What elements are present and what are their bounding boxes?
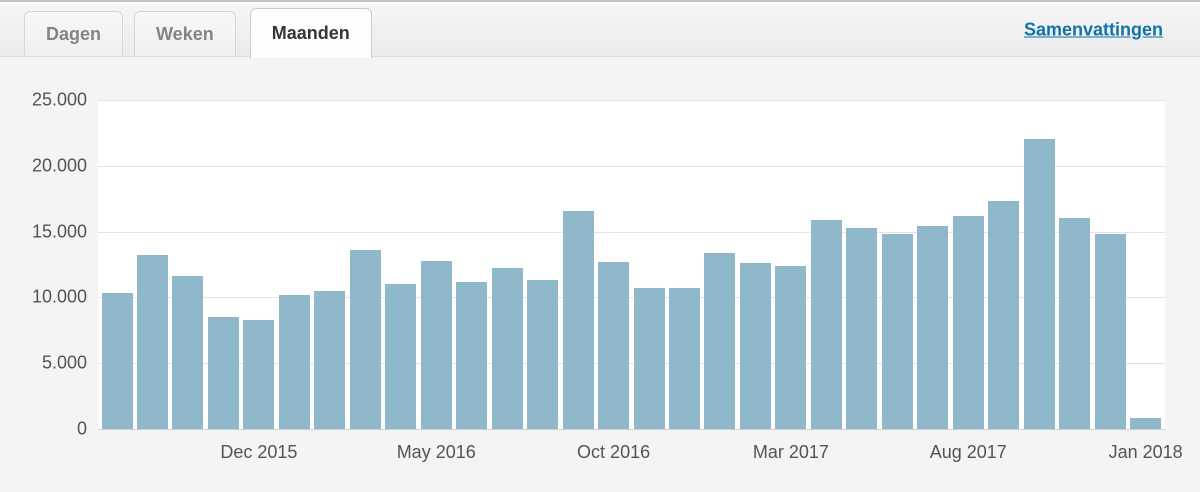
chart-bar[interactable] (988, 201, 1020, 429)
chart-bar[interactable] (810, 219, 842, 429)
chart-bar[interactable] (456, 281, 488, 429)
chart-bar[interactable] (952, 215, 984, 429)
bar-chart: 25.000 20.000 15.000 10.000 5.000 0 Dec 2015 Ma… (0, 57, 1200, 492)
gridline (98, 165, 1165, 167)
y-axis-tick-label: 15.000 (31, 221, 87, 242)
tab-group: Dagen Weken Maanden (0, 4, 1200, 58)
summaries-link[interactable]: Samenvattingen (1023, 19, 1163, 40)
x-axis-tick-label: Dec 2015 (220, 442, 298, 462)
chart-bar[interactable] (846, 227, 878, 429)
chart-bar[interactable] (278, 294, 310, 429)
chart-bar[interactable] (136, 255, 168, 429)
y-axis-tick-label: 10.000 (31, 286, 87, 307)
x-axis-tick-label: May 2016 (396, 442, 476, 462)
x-axis-tick-label: Jan 2018 (1108, 442, 1183, 462)
chart-bar[interactable] (1094, 234, 1126, 429)
chart-bar[interactable] (881, 234, 913, 429)
y-axis-tick-label: 5.000 (41, 352, 87, 373)
gridline (98, 297, 1165, 299)
y-axis-tick-label: 25.000 (31, 89, 87, 110)
chart-bar[interactable] (385, 284, 417, 429)
y-axis-tick-label: 0 (76, 418, 87, 439)
gridline (98, 231, 1165, 233)
chart-bar[interactable] (172, 276, 204, 429)
module-top-edge (0, 0, 1200, 4)
chart-bar[interactable] (1059, 218, 1091, 429)
chart-bar[interactable] (207, 317, 239, 429)
chart-bar[interactable] (101, 293, 133, 429)
chart-bar[interactable] (1130, 418, 1162, 429)
x-axis-tick-label: Oct 2016 (577, 442, 651, 462)
chart-bar[interactable] (1023, 139, 1055, 429)
gridline (98, 100, 1165, 101)
tab-dagen[interactable]: Dagen (24, 11, 124, 56)
chart-bar[interactable] (917, 226, 949, 429)
tab-weken[interactable]: Weken (134, 11, 236, 56)
chart-bar[interactable] (420, 260, 452, 429)
chart-bar[interactable] (775, 265, 807, 429)
chart-bar[interactable] (739, 263, 771, 429)
tab-bar: Dagen Weken Maanden Samenvattingen (0, 4, 1200, 58)
gridline (98, 429, 1165, 430)
x-axis-tick-label: Aug 2017 (929, 442, 1007, 462)
chart-bar[interactable] (598, 261, 630, 429)
chart-bar[interactable] (633, 288, 665, 429)
chart-bar[interactable] (669, 288, 701, 429)
chart-bar[interactable] (491, 268, 523, 429)
chart-bar[interactable] (349, 250, 381, 429)
x-axis-tick-label: Mar 2017 (752, 442, 829, 462)
chart-bar[interactable] (527, 280, 559, 429)
chart-bar[interactable] (562, 210, 594, 429)
chart-bar[interactable] (314, 290, 346, 429)
chart-bar[interactable] (704, 252, 736, 429)
gridline (98, 363, 1165, 365)
tab-maanden[interactable]: Maanden (249, 8, 372, 58)
y-axis-tick-label: 20.000 (31, 155, 87, 176)
chart-bar[interactable] (243, 319, 275, 429)
chart-plot-area (98, 100, 1165, 429)
